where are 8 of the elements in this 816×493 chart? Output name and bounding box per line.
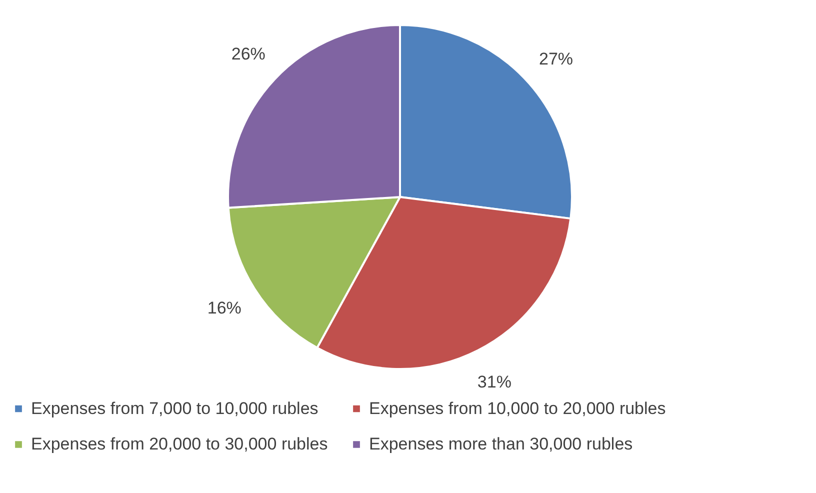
data-label: 26% (231, 44, 266, 64)
data-label: 31% (477, 372, 512, 392)
data-label: 27% (539, 49, 574, 68)
legend-label: Expenses from 10,000 to 20,000 rubles (369, 398, 666, 418)
legend-label: Expenses from 20,000 to 30,000 rubles (31, 434, 328, 454)
data-label: 16% (207, 298, 242, 318)
legend-label: Expenses more than 30,000 rubles (369, 434, 633, 454)
legend-label: Expenses from 7,000 to 10,000 rubles (31, 398, 318, 418)
